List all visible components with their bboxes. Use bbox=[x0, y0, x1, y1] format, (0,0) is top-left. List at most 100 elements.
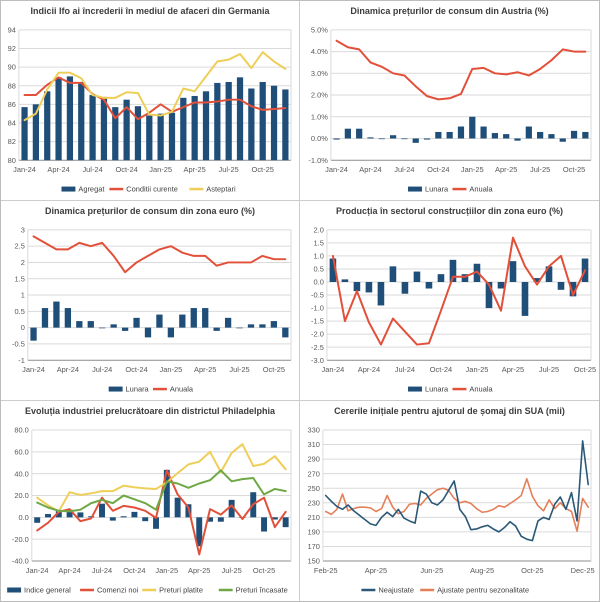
bar bbox=[110, 324, 117, 328]
bar bbox=[236, 327, 243, 329]
bar bbox=[423, 138, 431, 140]
bar bbox=[491, 133, 499, 139]
x-axis-label: Jan-24 bbox=[322, 365, 345, 374]
legend-item-Ajustate pentru sezonalitate: Ajustate pentru sezonalitate bbox=[420, 586, 529, 595]
legend-swatch-line bbox=[361, 588, 376, 592]
x-axis-label: Jul-25 bbox=[222, 566, 242, 575]
bar bbox=[378, 138, 385, 140]
y-axis-label: 250 bbox=[307, 484, 319, 493]
y-axis-label: -0.5 bbox=[311, 291, 324, 300]
y-axis-label: -3.0 bbox=[311, 356, 324, 365]
x-axis-labels: Jan-24 Apr-24 Jul-24 Oct-24 Jan-25 Apr-25 Jul-… bbox=[22, 365, 285, 374]
chart-canvas-constructii-zona-euro: 2.01.51.00.50.0-0.5-1.0-1.5-2.0-2.5-3.0J… bbox=[311, 225, 596, 394]
legend-item-Comenzi noi: Comenzi noi bbox=[80, 586, 139, 595]
bar bbox=[377, 281, 385, 306]
legend-swatch-line bbox=[452, 387, 467, 391]
legend-swatch-bar bbox=[408, 386, 422, 392]
bar bbox=[270, 85, 278, 161]
bar bbox=[341, 279, 349, 282]
legend: Lunara Anuala bbox=[108, 385, 194, 394]
bar-series-Agregat bbox=[21, 76, 289, 161]
bar bbox=[413, 271, 421, 282]
x-axis-label: Jul-24 bbox=[82, 165, 102, 174]
bar bbox=[123, 99, 130, 161]
legend: Lunara Anuala bbox=[408, 185, 494, 194]
legend-label: Anuala bbox=[469, 385, 493, 394]
bar bbox=[180, 97, 187, 161]
bar bbox=[333, 138, 340, 140]
bar bbox=[259, 81, 266, 161]
legend-item-Preturi platite: Preturi platite bbox=[142, 586, 203, 595]
x-axis-label: Apr-24 bbox=[358, 365, 380, 374]
bar bbox=[344, 128, 351, 139]
legend-item-Asteptari: Asteptari bbox=[189, 185, 236, 194]
bar bbox=[190, 308, 197, 328]
bar bbox=[133, 317, 140, 328]
bar bbox=[557, 281, 565, 290]
x-axis-label: Oct-24 bbox=[125, 365, 147, 374]
x-axis-label: Jul-24 bbox=[92, 566, 112, 575]
x-axis-label: Apr-25 bbox=[365, 566, 387, 575]
bar bbox=[461, 274, 469, 282]
chart-panel-constructii-zona-euro: Producția în sectorul construcțiilor din… bbox=[300, 201, 599, 401]
y-axis-label: -1 bbox=[18, 356, 25, 365]
y-axis-label: 0.0 bbox=[314, 278, 324, 287]
x-axis-label: Apr-25 bbox=[194, 365, 216, 374]
bar bbox=[66, 76, 74, 161]
bar bbox=[412, 138, 419, 143]
bar bbox=[99, 327, 106, 329]
legend: Lunara Anuala bbox=[408, 385, 494, 394]
bar bbox=[168, 112, 176, 161]
bar bbox=[153, 517, 159, 529]
y-axis-label: 86 bbox=[8, 100, 16, 109]
bar bbox=[509, 261, 517, 282]
bar bbox=[134, 106, 142, 161]
bar bbox=[271, 517, 278, 520]
y-axis-label: 330 bbox=[307, 426, 319, 435]
y-axis-label: 270 bbox=[307, 469, 319, 478]
x-axis-label: Oct-24 bbox=[115, 165, 137, 174]
bar bbox=[559, 138, 566, 142]
bar bbox=[446, 131, 453, 139]
x-axis-label: Oct-24 bbox=[430, 365, 452, 374]
bar bbox=[202, 308, 209, 328]
bar bbox=[480, 126, 487, 139]
bar bbox=[64, 308, 72, 328]
y-axis-label: 1.5 bbox=[314, 238, 324, 247]
bar bbox=[174, 497, 181, 518]
legend-label: Conditii curente bbox=[126, 185, 178, 194]
bar bbox=[248, 88, 255, 161]
legend-swatch-line bbox=[452, 187, 467, 191]
x-axis-label: Oct-25 bbox=[263, 365, 285, 374]
x-axis-label: Oct-25 bbox=[563, 165, 585, 174]
x-axis-labels: Jan-24 Apr-24 Jul-24 Oct-24 Jan-25 Apr-25 Jul-… bbox=[13, 165, 274, 174]
legend-label: Agregat bbox=[78, 185, 105, 194]
legend-label: Lunara bbox=[126, 385, 150, 394]
x-axis-label: Jun-25 bbox=[420, 566, 443, 575]
bar bbox=[156, 314, 163, 328]
bar bbox=[329, 258, 337, 282]
y-axis-label: 80 bbox=[8, 156, 16, 165]
bar bbox=[469, 116, 476, 139]
bar bbox=[425, 281, 433, 289]
x-axis-label: Jul-25 bbox=[219, 165, 239, 174]
y-axis-label: 84 bbox=[8, 119, 16, 128]
line-series-Comenzi noi bbox=[36, 469, 287, 556]
legend-label: Comenzi noi bbox=[97, 586, 139, 595]
x-axis-label: Aug-25 bbox=[470, 566, 494, 575]
y-axis-label: 40.0 bbox=[14, 469, 28, 478]
bar bbox=[548, 134, 555, 139]
bar bbox=[525, 126, 532, 139]
y-axis-label: 3.0% bbox=[311, 69, 328, 78]
legend-swatch-bar bbox=[108, 386, 123, 392]
x-axis-label: Jul-25 bbox=[539, 365, 559, 374]
bar bbox=[77, 512, 84, 518]
bar bbox=[365, 281, 373, 293]
bar bbox=[367, 137, 374, 139]
bar bbox=[163, 469, 170, 518]
chart-panel-cpi-zona-euro: Dinamica prețurilor de consum din zona e… bbox=[1, 201, 300, 401]
bar bbox=[570, 130, 578, 139]
x-axis-label: Jul-24 bbox=[394, 165, 414, 174]
legend-swatch-line bbox=[152, 387, 167, 391]
